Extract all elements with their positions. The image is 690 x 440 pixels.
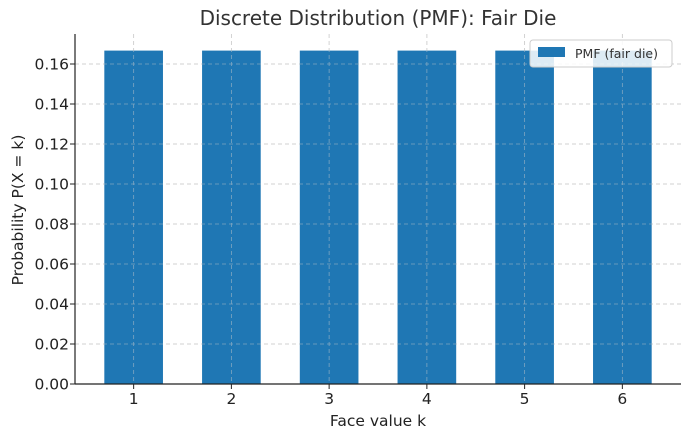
y-tick-label: 0.00 [34,376,69,394]
y-tick-label: 0.08 [34,216,69,234]
grid-layer [75,34,681,385]
x-tick-label: 2 [226,390,236,408]
x-tick-label: 1 [129,390,139,408]
legend-label: PMF (fair die) [575,46,658,61]
x-tick-label: 6 [617,390,627,408]
ticks-layer: 0.00 0.02 0.04 0.06 0.08 0.10 0.12 0.14 0.16 1 2 3 4… [34,56,627,409]
y-tick-label: 0.16 [34,56,69,74]
x-tick-label: 5 [520,390,530,408]
legend: PMF (fair die) [529,39,673,68]
bars-layer [104,50,652,384]
chart-title: Discrete Distribution (PMF): Fair Die [200,6,557,30]
y-tick-label: 0.10 [34,176,69,194]
y-tick-label: 0.12 [34,136,69,154]
y-tick-label: 0.14 [34,96,69,114]
y-tick-label: 0.02 [34,336,69,354]
grid-overlay [75,34,681,385]
x-tick-label: 3 [324,390,334,408]
x-axis-label: Face value k [330,412,426,430]
legend-swatch [538,47,565,57]
axes-layer [74,34,681,385]
legend-box [529,39,673,68]
y-tick-label: 0.04 [34,296,69,314]
y-axis-label: Probability P(X = k) [9,135,27,286]
x-tick-label: 4 [422,390,432,408]
y-tick-label: 0.06 [34,256,69,274]
